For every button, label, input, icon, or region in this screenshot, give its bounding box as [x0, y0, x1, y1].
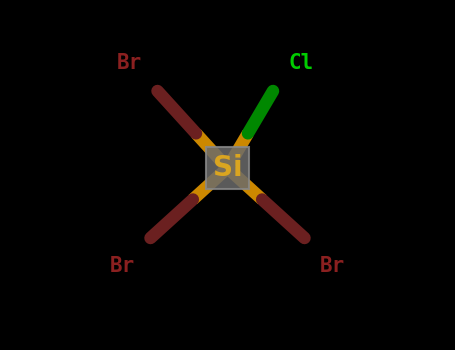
- Text: Br: Br: [320, 256, 345, 276]
- Text: Br: Br: [117, 53, 142, 73]
- Text: Cl: Cl: [288, 53, 313, 73]
- Text: Si: Si: [212, 154, 243, 182]
- Text: Br: Br: [110, 256, 135, 276]
